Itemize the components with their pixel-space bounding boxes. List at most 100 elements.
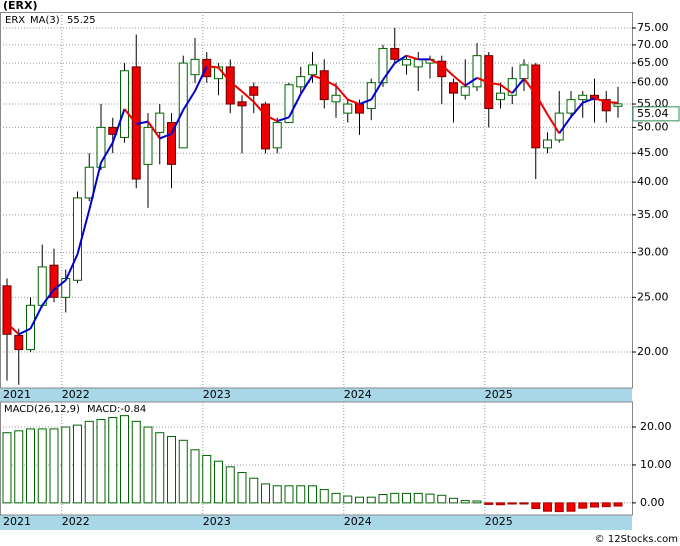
ma-line bbox=[136, 120, 149, 125]
candle-body bbox=[308, 64, 317, 76]
macd-bar bbox=[249, 477, 259, 504]
macd-bar bbox=[108, 417, 118, 504]
x-tick-label: 2024 bbox=[344, 388, 372, 401]
macd-bar bbox=[578, 502, 588, 509]
ma-line bbox=[476, 76, 490, 84]
macd-bar bbox=[190, 449, 200, 504]
candle-body bbox=[578, 94, 588, 101]
ma-line bbox=[406, 54, 419, 61]
candle-body bbox=[613, 103, 623, 107]
macd-bar bbox=[601, 502, 611, 508]
ma-line bbox=[511, 78, 525, 94]
ma-line bbox=[18, 327, 31, 336]
candle-body bbox=[402, 58, 411, 66]
candle-body bbox=[296, 76, 306, 88]
candle-body bbox=[155, 112, 165, 133]
macd-bar bbox=[378, 494, 388, 504]
ma-line bbox=[441, 64, 455, 77]
macd-bar bbox=[155, 432, 165, 504]
y-tick-label: 40.00 bbox=[637, 175, 669, 188]
candle-body bbox=[37, 266, 47, 306]
candle-body bbox=[531, 64, 541, 149]
ma-line bbox=[229, 81, 243, 93]
ma-line bbox=[394, 54, 408, 64]
price-tag-label: 55.04 bbox=[637, 107, 669, 120]
candle-body bbox=[73, 197, 82, 281]
y-tick-label: 20.00 bbox=[640, 420, 672, 433]
macd-bar bbox=[519, 502, 529, 505]
ma-line bbox=[370, 79, 384, 101]
macd-panel bbox=[0, 401, 633, 516]
candle-body bbox=[225, 66, 235, 105]
macd-bar bbox=[472, 500, 482, 504]
x-tick-label: 2022 bbox=[62, 515, 90, 528]
y-tick-label: 30.00 bbox=[637, 246, 669, 259]
y-tick-label: 65.00 bbox=[637, 56, 669, 69]
ma-line bbox=[88, 162, 102, 211]
ma-line bbox=[100, 142, 114, 164]
candle-body bbox=[390, 47, 400, 60]
x-tick-label: 2025 bbox=[485, 515, 513, 528]
macd-bar bbox=[425, 493, 435, 504]
ma-line bbox=[206, 65, 219, 69]
date-strip bbox=[0, 388, 632, 402]
macd-bar bbox=[355, 496, 364, 504]
macd-bar bbox=[331, 492, 341, 504]
ma-line bbox=[299, 74, 314, 95]
x-tick-label: 2025 bbox=[485, 388, 513, 401]
ma-line bbox=[217, 67, 232, 83]
price-tag bbox=[632, 106, 680, 122]
y-tick-label: 0.00 bbox=[640, 496, 665, 509]
y-tick-label: 45.00 bbox=[637, 146, 669, 159]
candle-body bbox=[49, 264, 59, 298]
macd-bar bbox=[272, 485, 282, 504]
x-tick-label: 2021 bbox=[3, 388, 31, 401]
macd-bar bbox=[178, 439, 188, 504]
ma-line bbox=[323, 78, 337, 87]
candle-body bbox=[566, 99, 576, 114]
ma-line bbox=[276, 116, 290, 123]
x-tick-label: 2021 bbox=[3, 515, 31, 528]
macd-legend: MACD(26,12,9) bbox=[4, 404, 80, 415]
macd-bar bbox=[449, 497, 458, 504]
ma-line bbox=[452, 75, 466, 87]
candle-body bbox=[249, 86, 259, 96]
price-panel bbox=[0, 12, 633, 389]
ma-line bbox=[159, 132, 172, 140]
macd-bar bbox=[296, 485, 306, 504]
macd-bar bbox=[167, 436, 176, 504]
macd-bar bbox=[131, 420, 141, 504]
macd-bar bbox=[543, 502, 552, 512]
ma-line bbox=[347, 98, 360, 105]
macd-bar bbox=[284, 485, 294, 504]
macd-bar bbox=[590, 502, 599, 508]
ma-line bbox=[241, 90, 255, 103]
ma-line bbox=[111, 108, 126, 143]
ma-line bbox=[252, 101, 267, 117]
macd-bar bbox=[202, 454, 212, 504]
macd-bar bbox=[613, 502, 623, 507]
date-strip bbox=[0, 515, 632, 530]
ma-line bbox=[335, 85, 349, 101]
macd-bar bbox=[261, 483, 270, 504]
ma-line bbox=[41, 288, 55, 306]
ma-line bbox=[488, 81, 501, 86]
source-credit: © 12Stocks.com bbox=[595, 534, 678, 545]
y-tick-label: 75.00 bbox=[637, 21, 669, 34]
macd-bar bbox=[237, 472, 247, 504]
y-tick-label: 50.00 bbox=[637, 120, 669, 133]
y-tick-label: 10.00 bbox=[640, 458, 672, 471]
ma-line bbox=[464, 77, 478, 87]
macd-bar bbox=[96, 418, 106, 504]
macd-bar bbox=[496, 502, 505, 506]
candle-body bbox=[496, 92, 505, 101]
macd-bar bbox=[214, 460, 223, 504]
ma-line bbox=[76, 209, 91, 255]
y-tick-label: 20.00 bbox=[637, 345, 669, 358]
ma-line bbox=[64, 253, 79, 281]
macd-bar bbox=[84, 420, 94, 504]
macd-bar bbox=[437, 494, 447, 504]
candle-body bbox=[460, 86, 470, 96]
macd-bar bbox=[413, 492, 423, 504]
candle-body bbox=[601, 99, 611, 112]
